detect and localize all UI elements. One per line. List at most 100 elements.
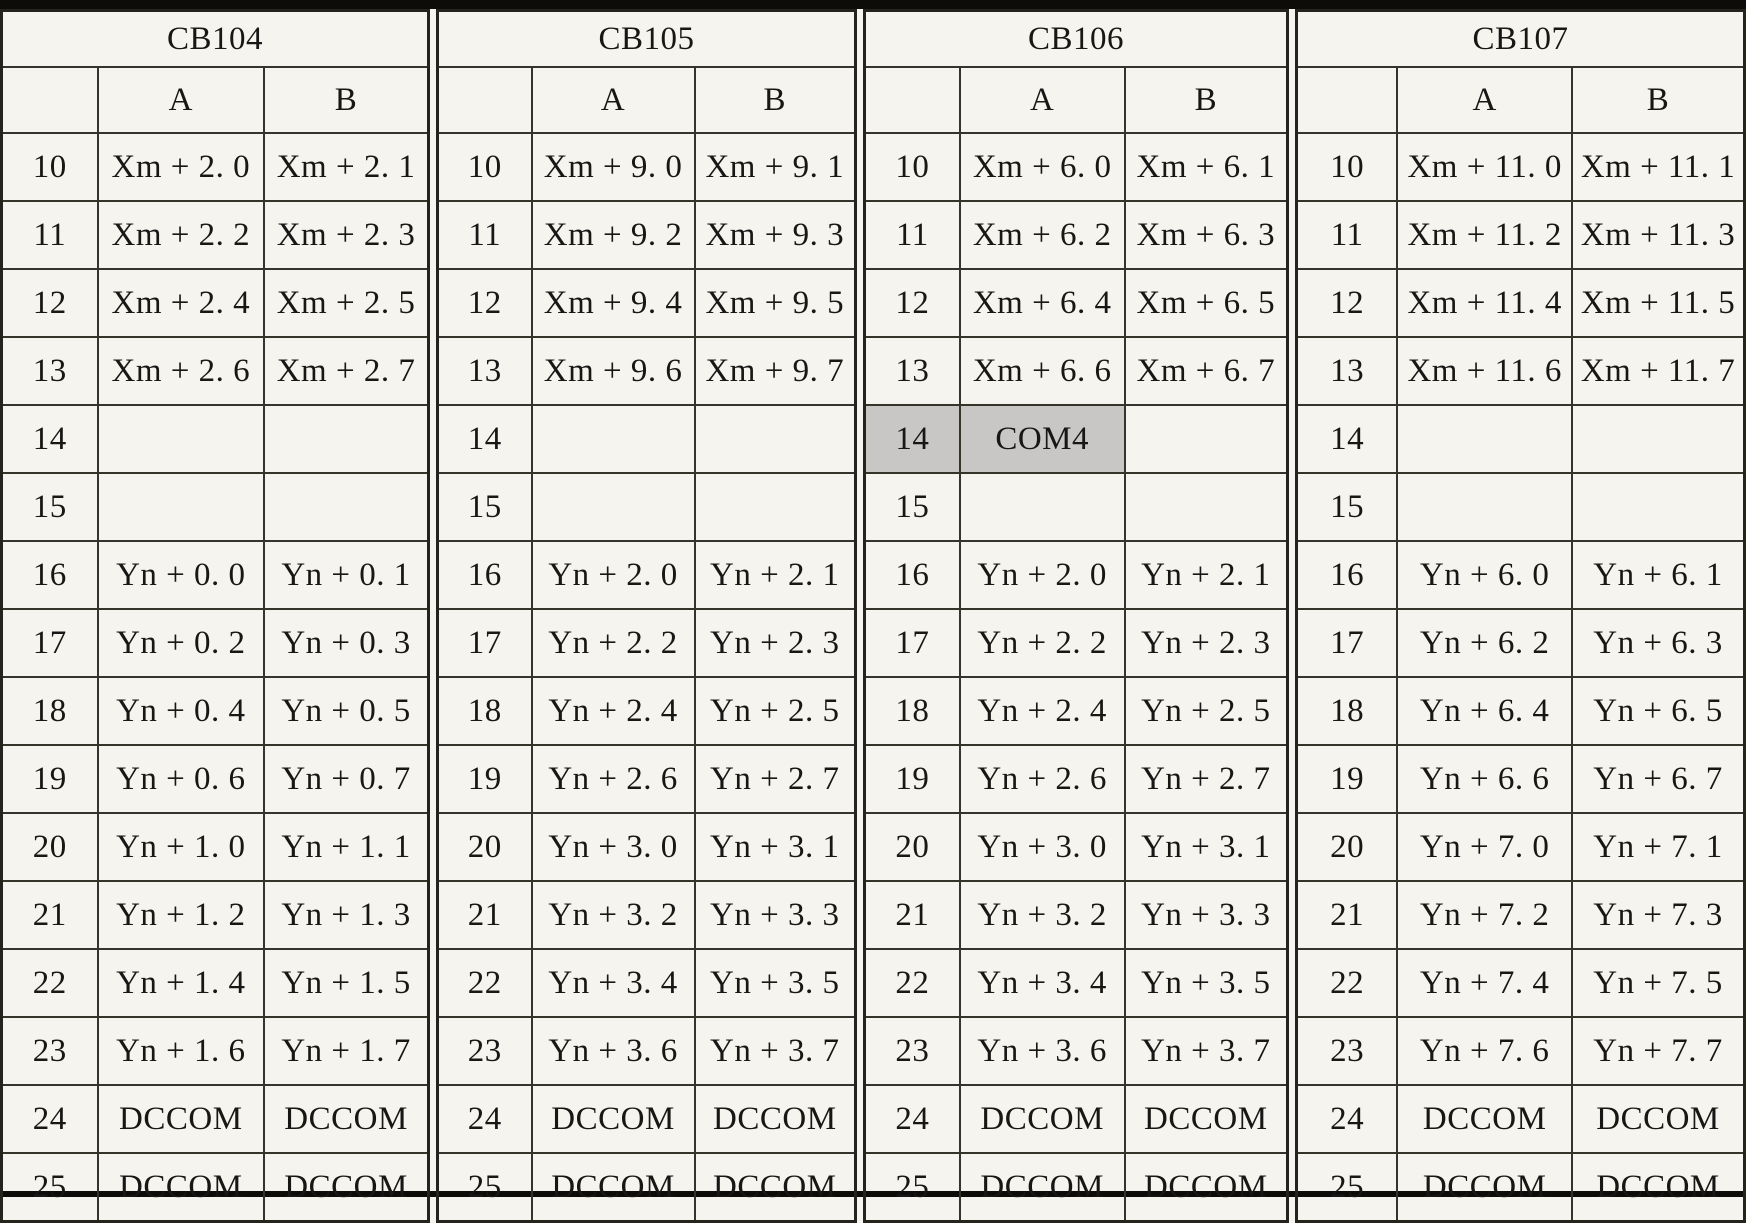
table-block-cb105: CB105 A B 10 Xm + 9. 0 Xm + 9. 1 11 Xm + 9. … [436, 9, 857, 1223]
table-row: 17 Yn + 0. 2 Yn + 0. 3 [0, 608, 430, 678]
signal-cell-a: Yn + 6. 6 [1396, 744, 1574, 814]
table-row: 12 Xm + 9. 4 Xm + 9. 5 [436, 268, 857, 338]
signal-cell-b: Xm + 6. 5 [1123, 268, 1289, 338]
signal-cell-a: Xm + 9. 6 [530, 336, 696, 406]
signal-cell-a: Yn + 3. 4 [958, 948, 1126, 1018]
signal-cell-a: Xm + 9. 0 [530, 132, 696, 202]
signal-cell-a [958, 472, 1126, 542]
signal-cell-b: Yn + 2. 1 [693, 540, 857, 610]
table-row: 13 Xm + 11. 6 Xm + 11. 7 [1295, 336, 1746, 406]
table-title: CB106 [863, 9, 1289, 68]
pin-column-header [436, 66, 533, 134]
pin-number-cell: 10 [436, 132, 533, 202]
table-row: 19 Yn + 2. 6 Yn + 2. 7 [436, 744, 857, 814]
signal-cell-a: Yn + 6. 4 [1396, 676, 1574, 746]
signal-cell-a: Xm + 2. 2 [96, 200, 266, 270]
pin-number-cell: 17 [1295, 608, 1399, 678]
pin-number-cell: 10 [863, 132, 961, 202]
table-title: CB105 [436, 9, 857, 68]
table-row: 22 Yn + 1. 4 Yn + 1. 5 [0, 948, 430, 1018]
signal-cell-b: Yn + 2. 5 [1123, 676, 1289, 746]
pin-number-cell: 13 [863, 336, 961, 406]
signal-cell-a: Yn + 2. 2 [530, 608, 696, 678]
pin-number-cell: 12 [863, 268, 961, 338]
table-row: 23 Yn + 7. 6 Yn + 7. 7 [1295, 1016, 1746, 1086]
table-row: 22 Yn + 3. 4 Yn + 3. 5 [436, 948, 857, 1018]
signal-cell-b: Yn + 7. 5 [1571, 948, 1746, 1018]
signal-cell-b: Yn + 6. 3 [1571, 608, 1746, 678]
signal-cell-b [263, 404, 430, 474]
table-title-row: CB105 [436, 9, 857, 68]
signal-cell-b: Xm + 11. 1 [1571, 132, 1746, 202]
pin-number-cell: 24 [863, 1084, 961, 1154]
signal-cell-b: Xm + 11. 3 [1571, 200, 1746, 270]
signal-cell-a: Yn + 0. 0 [96, 540, 266, 610]
signal-cell-a: Yn + 0. 2 [96, 608, 266, 678]
signal-cell-b: DCCOM [263, 1084, 430, 1154]
table-row: 21 Yn + 3. 2 Yn + 3. 3 [863, 880, 1289, 950]
signal-cell-b: DCCOM [263, 1152, 430, 1223]
signal-cell-a: Xm + 6. 6 [958, 336, 1126, 406]
pin-number-cell: 23 [1295, 1016, 1399, 1086]
pin-number-cell: 23 [863, 1016, 961, 1086]
signal-cell-a: DCCOM [530, 1152, 696, 1223]
table-row: 14 [436, 404, 857, 474]
column-b-header: B [263, 66, 430, 134]
pin-number-cell: 18 [436, 676, 533, 746]
table-row: 22 Yn + 3. 4 Yn + 3. 5 [863, 948, 1289, 1018]
pin-number-cell: 10 [1295, 132, 1399, 202]
pin-number-cell: 12 [0, 268, 99, 338]
signal-cell-b: Yn + 6. 1 [1571, 540, 1746, 610]
pin-number-cell: 11 [0, 200, 99, 270]
pin-number-cell: 15 [863, 472, 961, 542]
signal-cell-b: Yn + 3. 1 [1123, 812, 1289, 882]
signal-cell-a [96, 472, 266, 542]
table-row: 15 [436, 472, 857, 542]
signal-cell-a: Yn + 3. 2 [958, 880, 1126, 950]
pin-number-cell: 22 [0, 948, 99, 1018]
table-row: 14 COM4 [863, 404, 1289, 474]
table-row: 14 [0, 404, 430, 474]
signal-cell-a: Xm + 2. 6 [96, 336, 266, 406]
signal-cell-b: Yn + 0. 3 [263, 608, 430, 678]
pin-number-cell: 21 [0, 880, 99, 950]
table-row: 20 Yn + 3. 0 Yn + 3. 1 [436, 812, 857, 882]
table-row: 10 Xm + 6. 0 Xm + 6. 1 [863, 132, 1289, 202]
signal-cell-a: Xm + 11. 6 [1396, 336, 1574, 406]
signal-cell-b: Yn + 7. 3 [1571, 880, 1746, 950]
table-row: 10 Xm + 2. 0 Xm + 2. 1 [0, 132, 430, 202]
signal-cell-a: Yn + 2. 6 [530, 744, 696, 814]
table-row: 22 Yn + 7. 4 Yn + 7. 5 [1295, 948, 1746, 1018]
pin-column-header [0, 66, 99, 134]
table-row: 11 Xm + 9. 2 Xm + 9. 3 [436, 200, 857, 270]
signal-cell-b: Yn + 3. 7 [693, 1016, 857, 1086]
signal-cell-b: Yn + 0. 7 [263, 744, 430, 814]
pin-number-cell: 15 [1295, 472, 1399, 542]
signal-cell-a: Xm + 6. 4 [958, 268, 1126, 338]
table-cb106: CB106 A B 10 Xm + 6. 0 Xm + 6. 1 11 Xm + 6. … [863, 9, 1289, 1223]
signal-cell-a: Xm + 11. 2 [1396, 200, 1574, 270]
column-a-header: A [96, 66, 266, 134]
signal-cell-b: Yn + 2. 7 [1123, 744, 1289, 814]
pin-number-cell: 22 [436, 948, 533, 1018]
signal-cell-a: Xm + 2. 0 [96, 132, 266, 202]
signal-cell-a: Yn + 1. 2 [96, 880, 266, 950]
pin-number-cell: 10 [0, 132, 99, 202]
table-row: 20 Yn + 1. 0 Yn + 1. 1 [0, 812, 430, 882]
table-header-row: A B [436, 66, 857, 134]
signal-cell-b [1123, 404, 1289, 474]
pin-number-cell: 25 [863, 1152, 961, 1223]
table-block-cb106: CB106 A B 10 Xm + 6. 0 Xm + 6. 1 11 Xm + 6. … [863, 9, 1289, 1223]
signal-cell-b: Xm + 6. 7 [1123, 336, 1289, 406]
signal-cell-a: Yn + 3. 0 [530, 812, 696, 882]
column-a-header: A [1396, 66, 1574, 134]
table-cb104: CB104 A B 10 Xm + 2. 0 Xm + 2. 1 11 Xm + 2. … [0, 9, 430, 1223]
pin-number-cell: 11 [1295, 200, 1399, 270]
pin-number-cell: 24 [436, 1084, 533, 1154]
pin-number-cell: 17 [863, 608, 961, 678]
table-cb105: CB105 A B 10 Xm + 9. 0 Xm + 9. 1 11 Xm + 9. … [436, 9, 857, 1223]
pin-number-cell: 20 [0, 812, 99, 882]
table-block-cb104: CB104 A B 10 Xm + 2. 0 Xm + 2. 1 11 Xm + 2. … [0, 9, 430, 1223]
table-row: 15 [1295, 472, 1746, 542]
signal-cell-b: DCCOM [693, 1084, 857, 1154]
